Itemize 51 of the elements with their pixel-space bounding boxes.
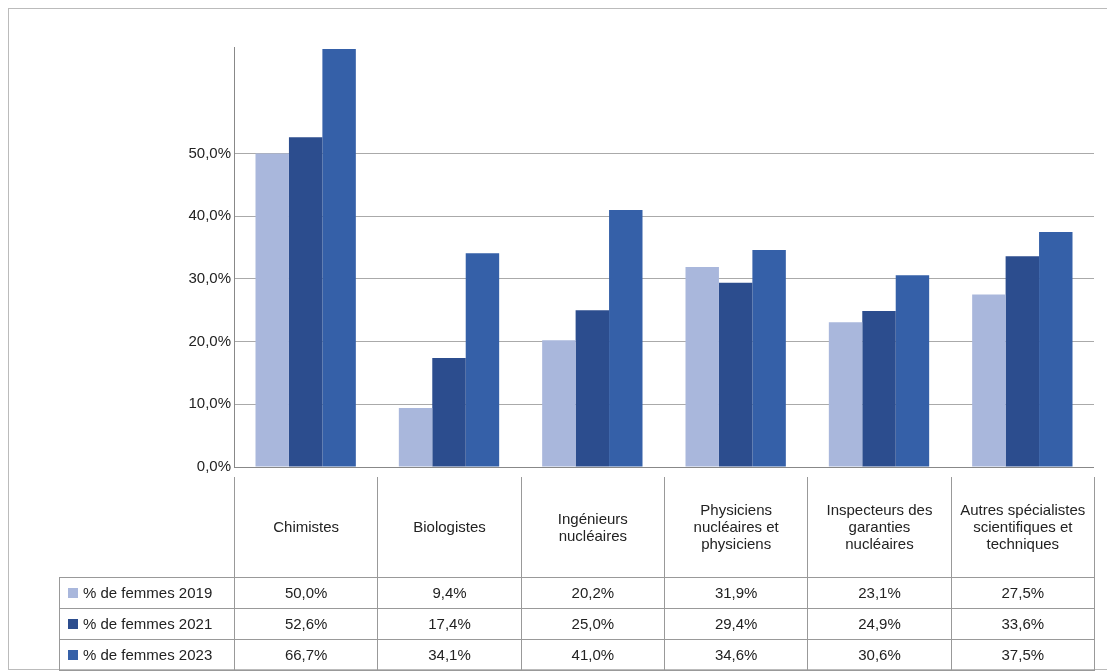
y-tick-label: 30,0%	[188, 269, 231, 287]
bar	[465, 253, 500, 467]
x-tick-label: Ingénieurs nucléaires	[521, 477, 665, 577]
data-label: 34,1%	[377, 639, 522, 670]
data-label: 20,2%	[521, 577, 665, 608]
bar	[718, 282, 753, 467]
bar	[398, 408, 433, 467]
x-tick-label: Inspecteurs des garanties nucléaires	[807, 477, 952, 577]
bar	[432, 357, 466, 467]
data-label: 9,4%	[377, 577, 522, 608]
data-label: 41,0%	[521, 639, 665, 670]
bar	[542, 340, 576, 467]
data-label: 23,1%	[807, 577, 952, 608]
data-label: 24,9%	[807, 608, 952, 639]
bar	[685, 267, 719, 467]
y-tick-label: 20,0%	[188, 331, 231, 349]
data-label: 25,0%	[521, 608, 665, 639]
bar	[862, 310, 896, 467]
bar	[255, 153, 289, 467]
y-tick-label: 50,0%	[188, 143, 231, 161]
bar	[895, 275, 930, 467]
data-label: 37,5%	[951, 639, 1095, 670]
x-tick-label: Physiciens nucléaires et physiciens	[664, 477, 808, 577]
data-label: 52,6%	[234, 608, 378, 639]
bar	[609, 209, 643, 467]
data-label: 17,4%	[377, 608, 522, 639]
x-tick-label: Autres spécialistes scientifiques et techniques	[951, 477, 1095, 577]
bar	[288, 137, 323, 467]
bar	[575, 310, 610, 467]
x-tick-label: Chimistes	[234, 477, 378, 577]
legend-label: % de femmes 2023	[59, 639, 235, 670]
bar	[828, 322, 863, 467]
bar	[1005, 256, 1040, 467]
legend-label: % de femmes 2019	[59, 577, 235, 608]
data-label: 33,6%	[951, 608, 1095, 639]
y-tick-label: 0,0%	[196, 457, 231, 475]
legend-label: % de femmes 2021	[59, 608, 235, 639]
data-label: 27,5%	[951, 577, 1095, 608]
data-label: 50,0%	[234, 577, 378, 608]
data-label: 66,7%	[234, 639, 378, 670]
bar	[972, 294, 1006, 467]
x-tick-label: Biologistes	[377, 477, 522, 577]
data-label: 34,6%	[664, 639, 808, 670]
y-tick-label: 40,0%	[188, 206, 231, 224]
y-tick-label: 10,0%	[188, 394, 231, 412]
bar	[322, 48, 356, 467]
bar	[752, 250, 786, 467]
data-label: 29,4%	[664, 608, 808, 639]
data-label: 30,6%	[807, 639, 952, 670]
bar	[1039, 231, 1073, 467]
data-label: 31,9%	[664, 577, 808, 608]
